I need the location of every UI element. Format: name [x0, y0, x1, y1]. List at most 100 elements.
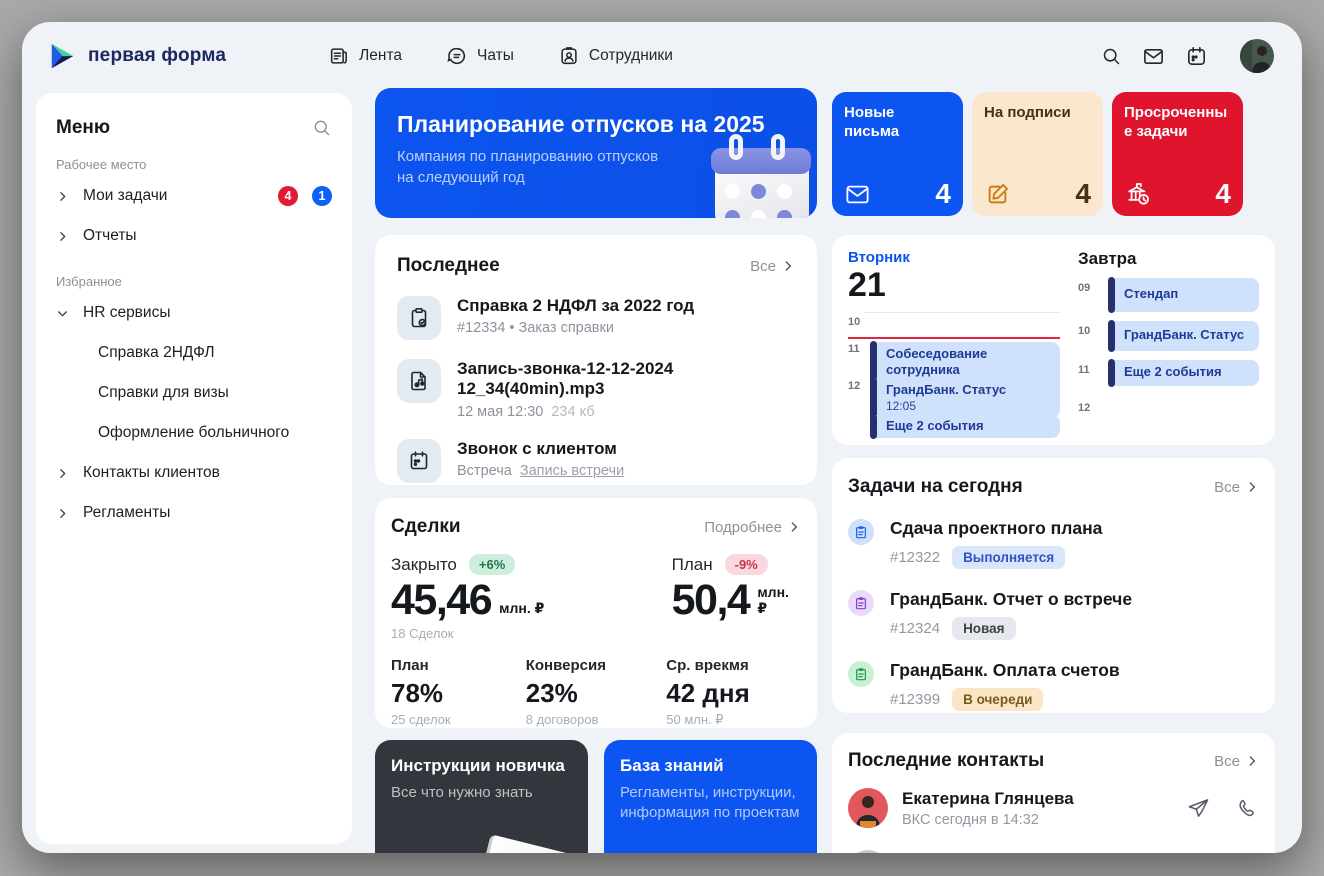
user-avatar[interactable] [1240, 39, 1274, 73]
contact-row-glyantseva[interactable]: Екатерина Глянцева ВКС сегодня в 14:32 [848, 788, 1259, 828]
event-more[interactable]: Еще 2 события [870, 413, 1060, 440]
newbie-guide-card[interactable]: Инструкции новичка Все что нужно знать [375, 740, 588, 853]
recent-all-link[interactable]: Все [750, 258, 795, 275]
kpi-value: 78% [391, 678, 444, 709]
chevron-right-icon [56, 467, 69, 480]
kpi-value: 23% [525, 678, 578, 709]
hour-label: 11 [1078, 364, 1090, 376]
promo-title: База знаний [620, 756, 724, 775]
recent-item-audio[interactable]: Запись-звонка-12-12-2024 12_34(40min).mp… [397, 359, 795, 420]
contacts-all-link[interactable]: Все [1214, 753, 1259, 770]
task-row-meeting-report[interactable]: ГрандБанк. Отчет о встрече #12324 Новая [848, 589, 1259, 640]
sidebar-subitem-visa[interactable]: Справки для визы [52, 373, 336, 413]
phone-icon[interactable] [1236, 797, 1259, 820]
recent-item-certificate[interactable]: Справка 2 НДФЛ за 2022 год #12334 • Зака… [397, 296, 795, 340]
task-row-project-plan[interactable]: Сдача проектного плана #12322 Выполняетс… [848, 518, 1259, 569]
meeting-record-link[interactable]: Запись встречи [519, 463, 625, 480]
hour-label: 09 [1078, 282, 1091, 294]
new-mail-card[interactable]: Новые письма 4 [832, 92, 963, 216]
promo-title: Инструкции новичка [391, 756, 565, 775]
section-favorites-label: Избранное [56, 274, 122, 289]
event-title: Собеседование сотрудника [886, 346, 988, 378]
recent-item-meta: 12 мая 12:30 [457, 403, 544, 420]
chevron-right-icon [791, 522, 797, 532]
event-grandbank-status-tomorrow[interactable]: ГрандБанк. Статус [1108, 320, 1259, 352]
contact-row-grishina[interactable]: Владлена Гришина [848, 850, 1259, 853]
banner-subtitle: Компания по планированию отпусков на сле… [397, 148, 659, 186]
mail-icon[interactable] [1142, 45, 1165, 68]
nav-employees[interactable]: Сотрудники [558, 45, 673, 67]
hour-label: 11 [848, 343, 860, 355]
sidebar-item-regulations[interactable]: Регламенты [52, 493, 336, 533]
logo-text: первая форма [88, 45, 227, 66]
tasks-all-link[interactable]: Все [1214, 479, 1259, 496]
to-sign-card[interactable]: На подписи 4 [972, 92, 1103, 216]
event-standup[interactable]: Стендап [1108, 277, 1259, 313]
search-icon[interactable] [1101, 46, 1122, 67]
sidebar-item-client-contacts[interactable]: Контакты клиентов [52, 453, 336, 493]
sidebar-subitem-sick-leave[interactable]: Оформление больничного [52, 413, 336, 453]
topbar-actions [1101, 39, 1274, 73]
today-timeline: 10 11 12 Собеседование сотрудника 11:00 … [848, 312, 1060, 440]
sidebar-subitem-2ndfl[interactable]: Справка 2НДФЛ [52, 333, 336, 373]
stat-label: Просроченные задачи [1124, 104, 1228, 140]
deals-details-link[interactable]: Подробнее [704, 519, 801, 536]
closed-sub: 18 Сделок [391, 626, 454, 642]
tasks-title: Задачи на сегодня [848, 476, 1023, 497]
recent-card: Последнее Все Справка 2 НДФЛ за 2022 [375, 235, 817, 485]
event-time: 12:05 [886, 399, 917, 414]
audio-file-icon [397, 359, 441, 403]
task-row-invoice-payment[interactable]: ГрандБанк. Оплата счетов #12399 В очеред… [848, 660, 1259, 711]
task-status-badge: Новая [952, 617, 1016, 640]
event-title: Еще 2 события [886, 418, 984, 433]
promo-subtitle: Все что нужно знать [391, 784, 533, 801]
kpi-conversion: Конверсия 23% 8 договоров [526, 657, 667, 728]
chats-icon [446, 45, 468, 67]
knowledge-base-card[interactable]: База знаний Регламенты, инструкции, инфо… [604, 740, 817, 853]
contact-name: Екатерина Глянцева [902, 788, 1074, 808]
top-navigation: Лента Чаты [328, 45, 673, 67]
recent-item-title: Справка 2 НДФЛ за 2022 год [457, 296, 695, 315]
event-more-tomorrow[interactable]: Еще 2 события [1108, 359, 1259, 387]
task-icon [848, 590, 874, 616]
app-window: первая форма Лента [22, 22, 1302, 853]
kpi-avg-time: Ср. врекмя 42 дня 50 млн. ₽ [666, 657, 801, 728]
hour-label: 10 [848, 316, 861, 328]
main-column-left: Планирование отпусков на 2025 Компания п… [375, 88, 817, 853]
topbar: первая форма Лента [22, 22, 1302, 90]
book-illustration [468, 834, 588, 853]
today-date: 21 [848, 266, 886, 304]
kpi-value: 42 дня [666, 678, 750, 709]
section-workspace-label: Рабочее место [56, 157, 147, 172]
stat-value: 4 [1075, 178, 1091, 209]
nav-feed[interactable]: Лента [328, 45, 402, 67]
sidebar-item-reports[interactable]: Отчеты [52, 216, 336, 256]
event-grandbank-status[interactable]: ГрандБанк. Статус 12:05 [870, 376, 1060, 420]
calendar-icon[interactable] [1185, 45, 1208, 68]
sidebar-item-my-tasks[interactable]: Мои задачи 4 1 [52, 176, 336, 216]
nav-employees-label: Сотрудники [588, 47, 673, 64]
closed-unit: млн. ₽ [499, 600, 545, 617]
task-title: ГрандБанк. Отчет о встрече [890, 589, 1133, 609]
recent-item-meta: Встреча [457, 463, 512, 480]
vacation-banner[interactable]: Планирование отпусков на 2025 Компания п… [375, 88, 817, 218]
calendar-today-column: Вторник 21 10 11 12 Собеседование сотруд… [848, 249, 1060, 440]
link-label: Все [750, 257, 776, 275]
event-title: Стендап [1124, 286, 1179, 302]
nav-chats[interactable]: Чаты [446, 45, 514, 67]
chevron-right-icon [1249, 482, 1255, 492]
recent-item-call[interactable]: Звонок с клиентом Встреча Запись встречи [397, 438, 795, 483]
sidebar-item-label: Отчеты [83, 227, 137, 244]
send-message-icon[interactable] [1187, 797, 1210, 820]
menu-search-icon[interactable] [312, 118, 332, 138]
overdue-tasks-card[interactable]: Просроченные задачи 4 [1112, 92, 1243, 216]
sidebar-item-hr-services[interactable]: HR сервисы [52, 293, 336, 333]
sidebar-item-label: Регламенты [83, 504, 171, 521]
stat-value: 4 [935, 178, 951, 209]
stat-label: На подписи [984, 104, 1071, 121]
app-logo[interactable]: первая форма [48, 41, 226, 71]
link-label: Все [1214, 478, 1240, 496]
promo-subtitle: Регламенты, инструкции, информация по пр… [620, 784, 800, 822]
tomorrow-label: Завтра [1078, 249, 1137, 268]
logo-icon [48, 41, 78, 71]
